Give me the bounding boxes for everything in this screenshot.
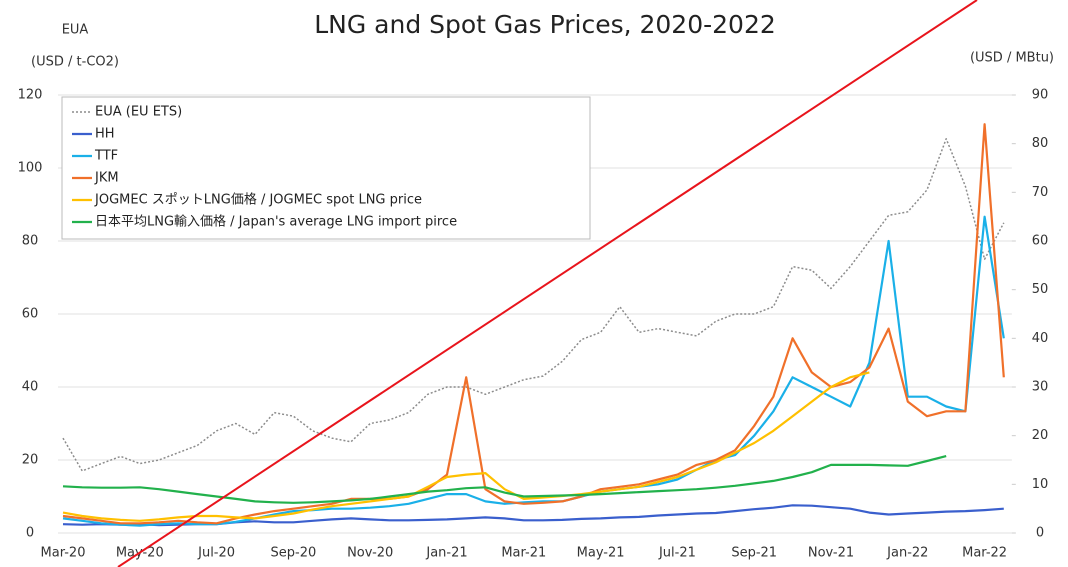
y-tick-label: 0: [26, 526, 34, 541]
y2-tick-label: 10: [1032, 477, 1049, 492]
x-tick-label: Jul-20: [197, 546, 235, 561]
y2-tick-label: 90: [1032, 88, 1049, 103]
y-tick-label: 100: [18, 161, 43, 176]
x-tick-label: Jul-21: [658, 546, 696, 561]
x-tick-label: Sep-21: [731, 546, 777, 561]
legend-box: [61, 96, 591, 240]
y-tick-label: 80: [22, 234, 39, 249]
y-tick-label: 40: [22, 380, 39, 395]
legend-label: JKM: [94, 171, 119, 186]
y2-tick-label: 50: [1032, 282, 1049, 297]
y-axis-label: EUA: [62, 23, 89, 38]
y2-tick-label: 60: [1032, 234, 1049, 249]
x-tick-label: Mar-20: [41, 546, 86, 561]
x-tick-label: Jan-22: [886, 546, 928, 561]
series-line: [62, 123, 1005, 525]
x-tick-label: Nov-21: [808, 546, 854, 561]
annotation-stroke: [117, 0, 978, 567]
y2-axis-label: (USD / MBtu): [970, 51, 1054, 66]
y2-tick-label: 0: [1036, 526, 1044, 541]
series-line: [62, 138, 1005, 472]
x-tick-label: Nov-20: [347, 546, 393, 561]
y-tick-label: 120: [18, 88, 43, 103]
y2-tick-label: 30: [1032, 380, 1049, 395]
chart-title: LNG and Spot Gas Prices, 2020-2022: [314, 10, 776, 39]
legend: EUA (EU ETS) HH TTF JKM JOGMEC スポットLNG価格 / J…: [61, 96, 591, 240]
y2-tick-label: 80: [1032, 136, 1049, 151]
y-tick-label: 20: [22, 453, 39, 468]
legend-label: HH: [95, 127, 115, 142]
y-tick-label: 60: [22, 307, 39, 322]
x-tick-label: Mar-22: [962, 546, 1007, 561]
legend-label: JOGMEC スポットLNG価格 / JOGMEC spot LNG price: [94, 192, 422, 208]
y-axis-unit: (USD / t-CO2): [31, 55, 119, 70]
x-tick-label: May-21: [577, 546, 625, 561]
legend-label: TTF: [94, 149, 118, 164]
legend-label: EUA (EU ETS): [95, 105, 182, 120]
x-tick-label: Jan-21: [425, 546, 467, 561]
y2-tick-label: 40: [1032, 331, 1049, 346]
series-line: [62, 455, 947, 504]
x-tick-label: Mar-21: [501, 546, 546, 561]
series-line: [62, 215, 1005, 527]
x-tick-label: Sep-20: [271, 546, 317, 561]
y2-tick-label: 20: [1032, 428, 1049, 443]
y2-tick-label: 70: [1032, 185, 1049, 200]
series-line: [62, 371, 870, 522]
legend-label: 日本平均LNG輸入価格 / Japan's average LNG import…: [95, 214, 457, 230]
